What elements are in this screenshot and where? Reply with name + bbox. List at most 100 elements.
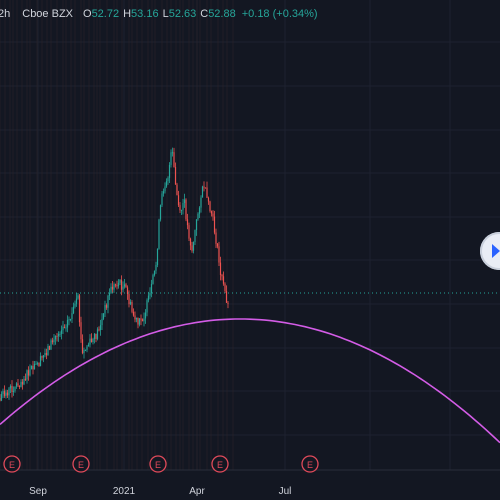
candle-body: [68, 319, 70, 321]
time-axis-label: Apr: [189, 486, 205, 497]
candle-body: [129, 302, 132, 305]
candle-body: [72, 306, 75, 314]
candle-body: [209, 201, 211, 212]
candle-body: [225, 291, 228, 303]
candle-body: [179, 205, 181, 211]
legend-open-key: O: [83, 8, 92, 20]
candle-body: [153, 270, 156, 276]
candle-body: [17, 383, 19, 386]
candle-body: [171, 152, 174, 154]
candle-body: [165, 181, 168, 187]
candle-body: [195, 219, 198, 231]
candle-body: [126, 287, 129, 295]
earnings-icon[interactable]: [149, 455, 167, 473]
candle-body: [98, 329, 100, 331]
candle-body: [174, 167, 177, 185]
candle-body: [3, 391, 6, 396]
candle-body: [102, 313, 105, 319]
legend-close: 52.88: [208, 8, 236, 20]
earnings-icon[interactable]: [72, 455, 90, 473]
candle-body: [33, 363, 36, 370]
earnings-icon[interactable]: [211, 455, 229, 473]
candle-body: [146, 300, 148, 313]
candle-body: [203, 186, 205, 188]
candle-body: [213, 216, 216, 233]
candle-body: [93, 333, 96, 340]
earnings-marker-label: E: [9, 460, 15, 470]
candle-body: [197, 213, 199, 220]
candle-body: [81, 339, 84, 354]
candle-body: [108, 293, 111, 296]
legend-interval: 2h: [0, 8, 11, 20]
candle-body: [27, 370, 30, 376]
candle-body: [56, 335, 58, 337]
candle-body: [227, 302, 229, 304]
candle-body: [9, 385, 12, 389]
candle-body: [111, 286, 114, 290]
legend-low-key: L: [162, 8, 169, 20]
candle-body: [21, 381, 24, 385]
legend-close-key: C: [200, 8, 209, 20]
candle-body: [173, 152, 175, 168]
candle-body: [216, 243, 219, 247]
candle-body: [84, 349, 87, 351]
candle-body: [167, 177, 169, 182]
earnings-icon[interactable]: [301, 455, 319, 473]
candle-body: [90, 338, 93, 343]
candle-body: [200, 197, 202, 208]
parabolic-curve-indicator: [0, 318, 500, 444]
candle-body: [155, 264, 157, 271]
candle-body: [107, 295, 109, 308]
scroll-to-realtime-button[interactable]: [480, 232, 500, 270]
candle-body: [113, 284, 115, 290]
legend-high-key: H: [123, 8, 132, 20]
time-axis-label: 2021: [113, 486, 136, 497]
candle-body: [201, 186, 204, 198]
candle-body: [131, 302, 133, 312]
candle-body: [0, 394, 3, 401]
candle-body: [137, 317, 139, 325]
earnings-icon[interactable]: [3, 455, 21, 473]
candle-body: [132, 311, 135, 316]
earnings-marker-label: E: [78, 460, 84, 470]
candle-body: [191, 245, 193, 251]
candle-body: [18, 385, 21, 387]
candle-body: [144, 312, 147, 319]
candle-body: [212, 213, 214, 217]
candle-body: [143, 318, 145, 322]
candle-body: [69, 319, 72, 321]
candle-body: [83, 350, 85, 354]
candle-body: [198, 207, 201, 214]
candle-body: [42, 355, 45, 358]
legend-change: +0.18 (+0.34%): [241, 8, 318, 20]
earnings-marker-label: E: [217, 460, 223, 470]
legend-exchange: Cboe BZX: [22, 8, 73, 20]
candle-body: [104, 305, 106, 314]
candle-body: [150, 283, 153, 293]
candle-body: [207, 197, 210, 202]
candle-body: [222, 276, 225, 284]
candle-body: [30, 365, 33, 370]
candle-body: [101, 318, 103, 326]
candle-body: [219, 262, 222, 275]
candle-body: [8, 388, 10, 396]
candle-body: [59, 333, 61, 335]
candle-body: [45, 353, 48, 356]
candle-body: [110, 286, 112, 294]
time-axis-label: Sep: [29, 486, 47, 497]
candle-body: [224, 283, 226, 292]
candle-body: [194, 230, 196, 242]
candle-body: [75, 298, 78, 304]
symbol-legend: 2h Cboe BZX O 52.72 H 53.16 L 52.63 C 52.88 …: [0, 6, 318, 22]
candle-body: [95, 333, 97, 339]
candle-body: [15, 383, 18, 387]
candle-body: [147, 295, 150, 301]
candle-body: [41, 356, 43, 358]
candle-body: [74, 303, 76, 307]
candle-body: [0, 398, 1, 401]
candle-body: [89, 338, 91, 345]
candle-body: [189, 238, 192, 246]
candle-body: [77, 295, 79, 299]
